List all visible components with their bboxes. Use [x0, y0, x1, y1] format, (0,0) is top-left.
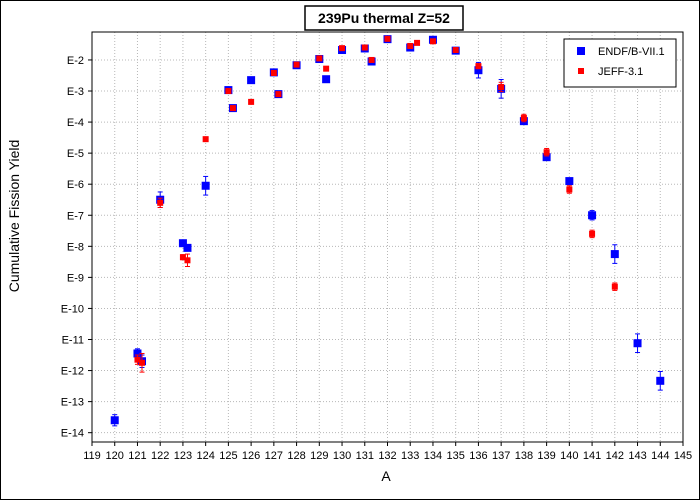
y-tick-label: E-14	[61, 428, 84, 440]
data-point	[322, 75, 331, 84]
y-tick-label: E-8	[67, 241, 84, 253]
data-point	[498, 83, 505, 90]
data-point	[134, 356, 141, 363]
grid	[92, 32, 683, 442]
data-point	[110, 416, 119, 425]
data-point	[184, 257, 191, 264]
data-point	[157, 199, 164, 206]
legend-marker-endf	[577, 47, 585, 55]
data-point	[270, 70, 277, 76]
x-tick-label: 144	[651, 450, 669, 462]
title-box	[304, 5, 464, 31]
y-tick-label: E-7	[67, 210, 84, 222]
x-tick-label: 138	[515, 450, 533, 462]
data-point	[656, 376, 665, 385]
x-tick-label: 127	[265, 450, 283, 462]
y-tick-label: E-3	[67, 86, 84, 98]
data-point	[610, 250, 619, 259]
data-point	[323, 65, 330, 72]
x-tick-label: 124	[196, 450, 214, 462]
data-point	[429, 38, 436, 45]
y-tick-label: E-11	[62, 335, 84, 347]
data-point	[339, 45, 346, 52]
x-tick-label: 123	[174, 450, 192, 462]
data-point	[520, 115, 527, 122]
x-tick-label: 142	[606, 450, 624, 462]
data-point	[414, 39, 421, 46]
legend-marker-jeff	[578, 68, 584, 74]
y-tick-label: E-12	[61, 366, 84, 378]
data-point	[474, 66, 483, 75]
data-point	[407, 42, 414, 49]
data-point	[589, 230, 596, 237]
legend: ENDF/B-VII.1 JEFF-3.1	[563, 38, 677, 88]
x-tick-label: 125	[219, 450, 237, 462]
data-points	[110, 35, 665, 427]
data-point	[566, 186, 573, 193]
data-point	[384, 35, 391, 42]
x-tick-label: 120	[106, 450, 124, 462]
data-point	[588, 211, 597, 220]
x-tick-label: 140	[560, 450, 578, 462]
data-point	[361, 44, 368, 51]
data-point	[178, 239, 187, 248]
y-tick-label: E-10	[61, 303, 84, 315]
data-point	[248, 98, 255, 105]
data-point	[475, 63, 482, 70]
x-tick-label: 128	[287, 450, 305, 462]
data-point	[133, 349, 142, 358]
data-point	[452, 47, 459, 54]
x-tick-label: 137	[492, 450, 510, 462]
y-tick-label: E-13	[61, 397, 84, 409]
x-tick-label: 126	[242, 450, 260, 462]
data-point	[225, 88, 232, 95]
data-point	[201, 181, 210, 190]
data-point	[247, 76, 256, 85]
x-tick-label: 145	[674, 450, 692, 462]
legend-label-endf: ENDF/B-VII.1	[598, 46, 665, 58]
y-tick-label: E-2	[67, 55, 84, 67]
x-tick-label: 135	[447, 450, 465, 462]
data-point	[183, 243, 192, 252]
data-point	[368, 56, 375, 63]
y-axis-label: Cumulative Fission Yield	[6, 140, 22, 293]
x-tick-label: 130	[333, 450, 351, 462]
x-tick-label: 119	[83, 450, 101, 462]
x-tick-label: 143	[628, 450, 646, 462]
chart-title: 239Pu thermal Z=52	[318, 10, 450, 26]
data-point	[316, 55, 323, 62]
x-axis-label: A	[381, 468, 391, 484]
x-tick-label: 121	[128, 450, 146, 462]
x-tick-label: 139	[537, 450, 555, 462]
x-tick-label: 132	[378, 450, 396, 462]
x-tick-label: 129	[310, 450, 328, 462]
data-point	[611, 283, 618, 290]
legend-label-jeff: JEFF-3.1	[598, 66, 643, 78]
x-tick-label: 141	[583, 450, 601, 462]
y-tick-label: E-9	[67, 272, 84, 284]
data-point	[633, 339, 642, 348]
data-point	[179, 254, 186, 261]
y-tick-label: E-5	[67, 148, 84, 160]
x-tick-label: 136	[469, 450, 487, 462]
data-point	[293, 61, 300, 68]
data-point	[542, 153, 551, 162]
series-jeff	[134, 35, 618, 373]
x-tick-label: 133	[401, 450, 419, 462]
data-point	[543, 149, 550, 156]
data-point	[229, 105, 236, 112]
data-point	[275, 91, 282, 98]
x-tick-label: 122	[151, 450, 169, 462]
y-tick-label: E-6	[67, 179, 84, 191]
x-tick-label: 131	[356, 450, 374, 462]
data-point	[139, 359, 146, 366]
axes: 119 120 121 122 123 124 125 126 127 128 129 130 131 1…	[61, 55, 692, 462]
data-point	[202, 136, 209, 143]
x-tick-label: 134	[424, 450, 442, 462]
data-point	[565, 177, 574, 186]
y-tick-label: E-4	[67, 117, 84, 129]
